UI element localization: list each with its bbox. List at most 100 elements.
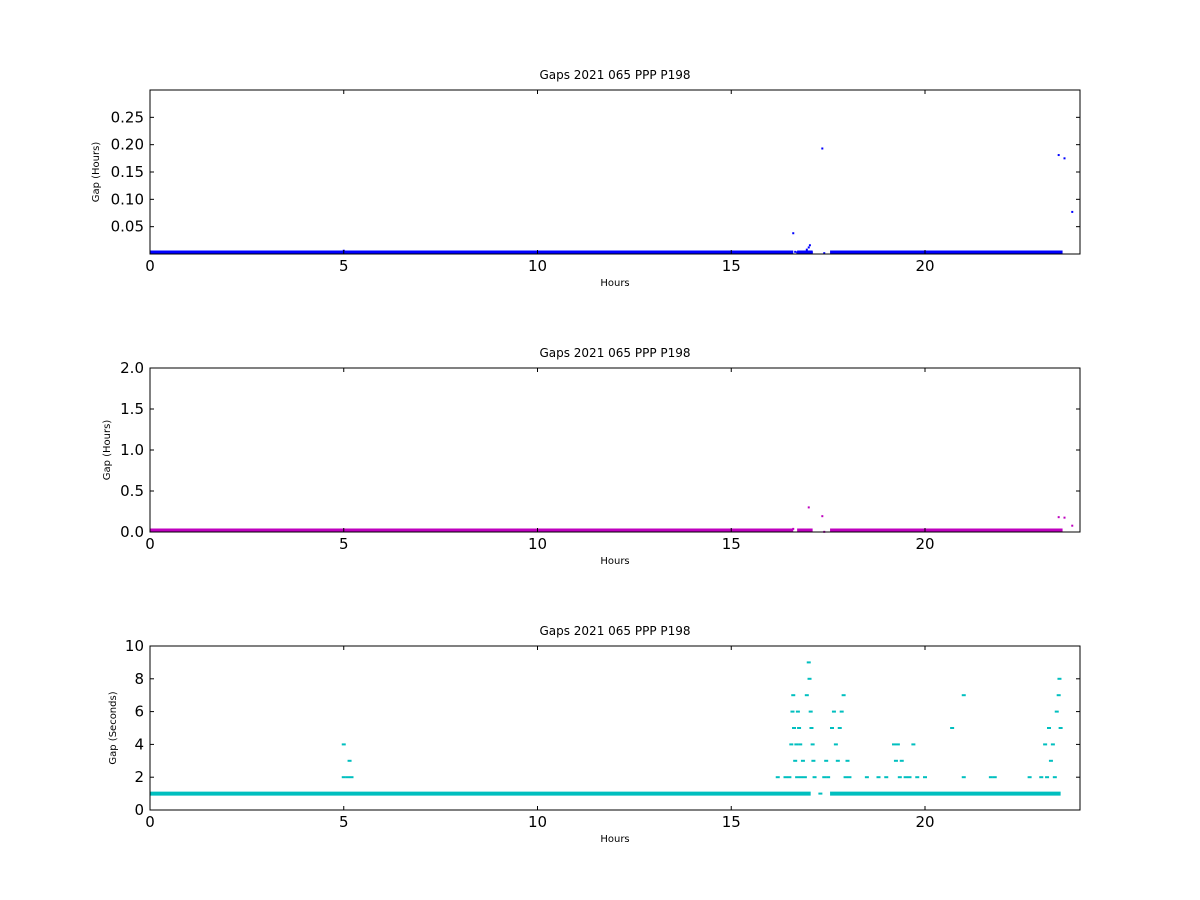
data-point [347, 759, 352, 762]
data-point [1057, 154, 1060, 157]
data-point [800, 759, 805, 762]
data-point [923, 776, 927, 779]
data-point [1048, 759, 1053, 762]
chart-title: Gaps 2021 065 PPP P198 [539, 68, 690, 82]
data-point [1056, 694, 1061, 697]
data-point [807, 506, 810, 509]
chart-panel-1: Gaps 2021 065 PPP P198 0 5 10 15 20 0.05 0.10 0.… [91, 68, 1081, 289]
x-tick-label: 5 [339, 813, 349, 831]
data-point [895, 743, 900, 746]
data-point [897, 776, 902, 779]
data-point [1057, 677, 1062, 680]
y-tick-label: 0.05 [111, 218, 144, 236]
data-point [793, 759, 798, 762]
data-point [811, 759, 816, 762]
y-tick-label: 10 [125, 637, 144, 655]
x-tick-label: 0 [145, 813, 155, 831]
x-tick-label: 0 [145, 257, 155, 275]
data-point [797, 727, 802, 729]
x-tick-label: 10 [528, 257, 547, 275]
data-point [795, 776, 800, 779]
data-point [992, 776, 997, 779]
data-point [961, 694, 966, 697]
data-point [349, 776, 354, 779]
data-point [1050, 743, 1055, 746]
data-point [792, 232, 795, 235]
y-tick-label: 1.0 [120, 441, 144, 459]
x-tick-label: 10 [528, 535, 547, 553]
data-point [835, 759, 840, 762]
data-point [915, 776, 920, 779]
data-point [988, 776, 993, 779]
y-tick-label: 0.15 [111, 163, 144, 181]
data-point [787, 776, 792, 779]
data-point [804, 694, 809, 697]
data-point [1058, 727, 1063, 729]
x-tick-label: 15 [722, 257, 741, 275]
data-point [1039, 776, 1044, 779]
data-point [802, 776, 807, 779]
data-point [830, 727, 834, 729]
data-point [847, 776, 852, 779]
data-point [824, 759, 829, 762]
y-axis-label: Gap (Seconds) [108, 691, 119, 764]
data-point [810, 743, 815, 746]
data-point [845, 759, 850, 762]
y-tick-label: 2.0 [120, 359, 144, 377]
data-point [1043, 743, 1048, 746]
data-point [792, 527, 795, 530]
data-point [1063, 516, 1066, 519]
data-point [893, 759, 898, 762]
data-point [822, 776, 827, 779]
axes-frame [149, 367, 1081, 533]
chart-panel-2: Gaps 2021 065 PPP P198 0 5 10 15 20 0.0 0.5 1.0 1… [102, 346, 1081, 567]
data-point [1071, 524, 1074, 527]
y-tick-label: 0.20 [111, 136, 144, 154]
data-point [961, 776, 966, 779]
y-tick-label: 0.10 [111, 190, 144, 208]
data-point [794, 743, 799, 746]
data-point [876, 776, 881, 779]
data-point [837, 727, 842, 729]
data-point [843, 776, 848, 779]
data-point [789, 743, 794, 746]
data-point [892, 743, 896, 746]
x-axis-label: Hours [600, 834, 629, 845]
data-point [1052, 776, 1057, 779]
data-point [796, 251, 799, 254]
y-axis-label: Gap (Hours) [91, 142, 102, 203]
data-point [810, 251, 813, 254]
data-point [899, 759, 904, 762]
chart-title: Gaps 2021 065 PPP P198 [539, 624, 690, 638]
data-point [790, 710, 795, 713]
chart-title: Gaps 2021 065 PPP P198 [539, 346, 690, 360]
y-tick-label: 0.0 [120, 523, 144, 541]
y-tick-label: 0.5 [120, 482, 144, 500]
data-point [864, 776, 869, 779]
y-axis-label: Gap (Hours) [102, 420, 113, 481]
y-tick-label: 1.5 [120, 400, 144, 418]
data-point [806, 661, 811, 664]
data-point [1071, 210, 1074, 213]
x-tick-label: 5 [339, 535, 349, 553]
data-point [807, 246, 810, 249]
data-point [341, 743, 346, 746]
data-point [950, 727, 955, 729]
data-point [826, 776, 831, 779]
data-point [831, 710, 836, 713]
data-point [341, 776, 346, 779]
x-axis-label: Hours [600, 556, 629, 567]
data-point [841, 694, 846, 697]
data-point [823, 252, 826, 255]
data-point [800, 251, 802, 254]
x-axis-label: Hours [600, 278, 629, 289]
data-point [1045, 776, 1050, 779]
data-point [795, 710, 800, 713]
chart-panel-3: Gaps 2021 065 PPP P198 0 5 10 15 20 0 2 4 6 8 10 Hou… [108, 624, 1081, 845]
data-point [907, 776, 912, 779]
x-tick-label: 20 [915, 257, 934, 275]
x-tick-label: 0 [145, 535, 155, 553]
y-tick-label: 0.25 [111, 108, 144, 126]
data-point [821, 515, 824, 518]
data-point [839, 710, 844, 713]
